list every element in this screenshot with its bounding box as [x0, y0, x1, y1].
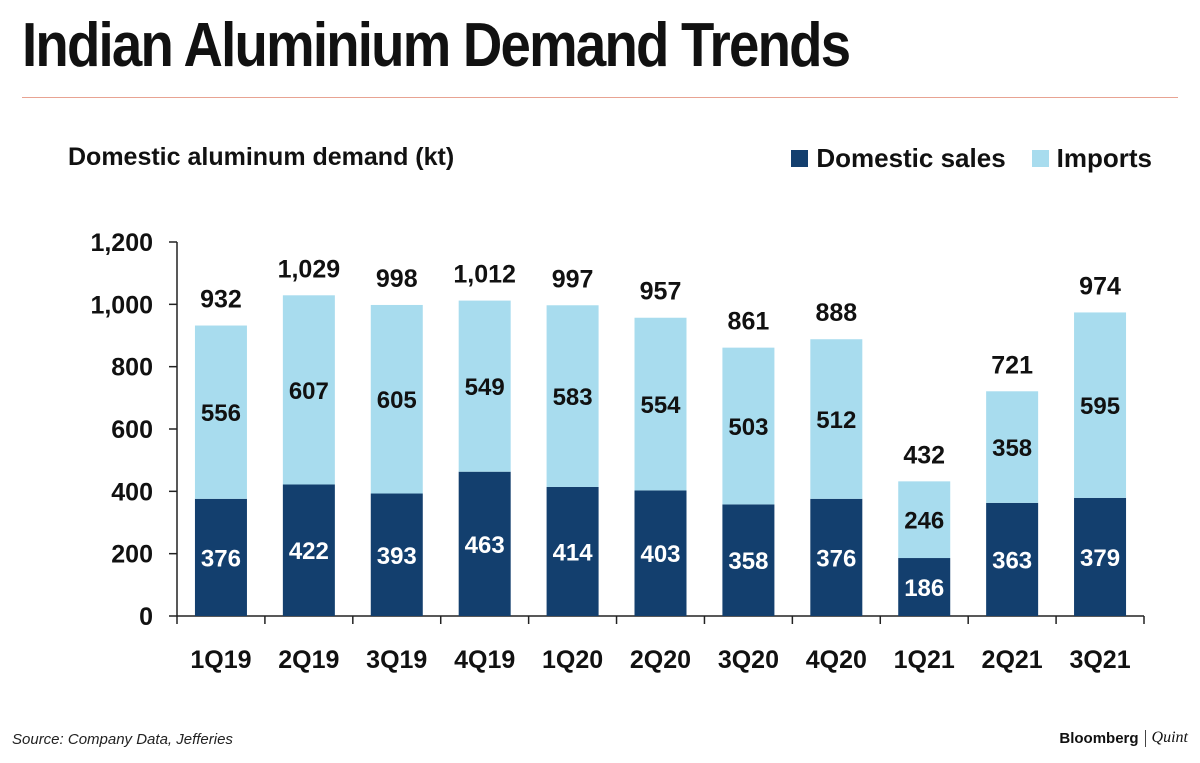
- y-tick-label: 1,200: [90, 229, 153, 257]
- data-label-total: 997: [552, 265, 594, 293]
- chart-subtitle: Domestic aluminum demand (kt): [68, 143, 455, 171]
- legend-swatch-domestic: [791, 150, 809, 167]
- data-label-total: 432: [903, 441, 945, 469]
- data-label-domestic: 358: [728, 548, 768, 575]
- data-label-total: 957: [640, 278, 682, 306]
- bar-domestic-sales: [282, 484, 335, 616]
- data-label-imports: 549: [465, 374, 505, 401]
- data-label-domestic: 376: [816, 545, 856, 572]
- chart-title: Indian Aluminium Demand Trends: [22, 11, 851, 80]
- data-label-total: 1,029: [278, 255, 341, 283]
- data-label-domestic: 186: [904, 575, 944, 602]
- bar-imports: [370, 304, 423, 494]
- bar-imports: [810, 339, 863, 499]
- data-label-imports: 605: [377, 387, 417, 414]
- y-tick-label: 0: [139, 603, 153, 631]
- brand-secondary: Quint: [1151, 729, 1188, 746]
- y-tick-label: 800: [111, 354, 153, 382]
- x-tick-label: 1Q21: [894, 646, 955, 674]
- x-tick-label: 2Q20: [630, 646, 691, 674]
- data-label-imports: 358: [992, 435, 1032, 462]
- x-tick-label: 1Q19: [190, 646, 251, 674]
- bar-imports: [722, 347, 775, 505]
- bar-imports: [898, 481, 951, 559]
- bar-domestic-sales: [898, 558, 951, 616]
- bar-imports: [282, 295, 335, 485]
- data-label-total: 1,012: [453, 261, 516, 289]
- bar-domestic-sales: [634, 490, 687, 616]
- x-tick-label: 4Q20: [806, 646, 867, 674]
- brand-logo: Bloomberg Quint: [1059, 729, 1188, 747]
- bar-domestic-sales: [458, 471, 511, 616]
- legend-item-domestic: Domestic sales: [791, 143, 1006, 174]
- bar-imports: [546, 305, 599, 487]
- data-label-imports: 246: [904, 508, 944, 535]
- data-label-total: 974: [1079, 272, 1121, 300]
- data-label-domestic: 463: [465, 532, 505, 559]
- bar-imports: [986, 391, 1039, 503]
- data-label-total: 861: [728, 308, 770, 336]
- y-tick-label: 600: [111, 416, 153, 444]
- bar-domestic-sales: [370, 493, 423, 616]
- data-label-total: 932: [200, 286, 242, 314]
- data-label-domestic: 403: [640, 541, 680, 568]
- bar-domestic-sales: [194, 498, 247, 616]
- x-tick-label: 3Q21: [1069, 646, 1130, 674]
- data-label-imports: 595: [1080, 393, 1120, 420]
- bar-domestic-sales: [1074, 497, 1127, 616]
- data-label-domestic: 393: [377, 543, 417, 570]
- data-label-imports: 583: [553, 384, 593, 411]
- y-tick-label: 400: [111, 478, 153, 506]
- data-label-imports: 512: [816, 407, 856, 434]
- bar-domestic-sales: [810, 498, 863, 616]
- legend-label-imports: Imports: [1056, 143, 1152, 173]
- bar-imports: [1074, 312, 1127, 498]
- data-label-imports: 554: [640, 392, 681, 419]
- legend-label-domestic: Domestic sales: [816, 143, 1006, 173]
- title-divider: [22, 97, 1178, 98]
- data-label-total: 888: [815, 299, 857, 327]
- x-tick-label: 1Q20: [542, 646, 603, 674]
- x-tick-label: 3Q20: [718, 646, 779, 674]
- x-tick-label: 2Q19: [278, 646, 339, 674]
- legend: Domestic sales Imports: [765, 143, 1152, 174]
- source-note: Source: Company Data, Jefferies: [12, 731, 233, 748]
- data-label-imports: 607: [289, 378, 329, 405]
- y-tick-label: 1,000: [90, 291, 153, 319]
- bar-imports: [194, 325, 247, 499]
- data-label-domestic: 379: [1080, 545, 1120, 572]
- x-tick-label: 2Q21: [982, 646, 1043, 674]
- bar-imports: [634, 317, 687, 491]
- brand-separator: [1144, 729, 1146, 747]
- data-label-domestic: 376: [201, 545, 241, 572]
- data-label-domestic: 422: [289, 538, 329, 565]
- bar-imports: [458, 300, 511, 472]
- data-label-total: 998: [376, 265, 418, 293]
- x-tick-label: 3Q19: [366, 646, 427, 674]
- data-label-imports: 503: [728, 414, 768, 441]
- y-tick-label: 200: [111, 541, 153, 569]
- bar-domestic-sales: [546, 486, 599, 616]
- brand-primary: Bloomberg: [1059, 729, 1139, 747]
- data-label-imports: 556: [201, 400, 241, 427]
- bar-domestic-sales: [986, 502, 1039, 616]
- data-label-total: 721: [991, 351, 1033, 379]
- legend-item-imports: Imports: [1031, 143, 1152, 174]
- data-label-domestic: 414: [553, 539, 594, 566]
- x-tick-label: 4Q19: [454, 646, 515, 674]
- bar-domestic-sales: [722, 504, 775, 616]
- data-label-domestic: 363: [992, 547, 1032, 574]
- legend-swatch-imports: [1031, 150, 1049, 167]
